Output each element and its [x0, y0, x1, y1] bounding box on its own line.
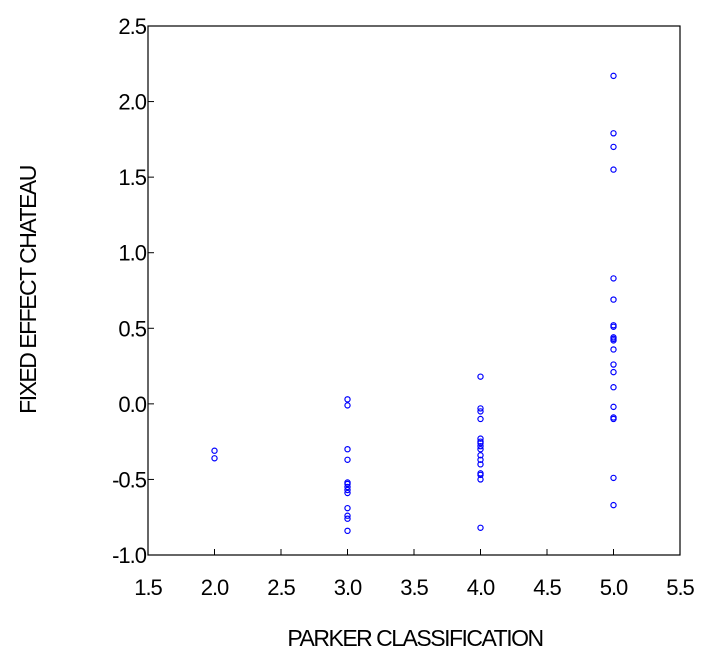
data-point	[344, 396, 351, 403]
data-point	[344, 446, 351, 453]
data-point	[344, 402, 351, 409]
x-tick-label: 1.5	[134, 575, 162, 600]
y-axis-ticks: -1.0 -0.5 0.0 0.5 1.0 1.5 2.0 2.5	[112, 14, 154, 568]
x-axis-ticks: 1.5 2.0 2.5 3.0 3.5 4.0 4.5 5.0 5.5	[134, 549, 696, 600]
data-point	[477, 405, 484, 412]
data-point	[610, 415, 617, 423]
data-point	[610, 130, 617, 137]
data-point	[344, 480, 351, 488]
data-point	[477, 446, 484, 453]
data-point	[610, 474, 617, 482]
data-point	[610, 368, 617, 376]
data-points	[211, 72, 617, 535]
y-tick-label: 0.5	[118, 316, 146, 341]
y-tick-label: -1.0	[112, 543, 147, 568]
x-tick-label: 5.5	[666, 575, 694, 600]
data-point	[610, 361, 617, 368]
data-point	[610, 323, 617, 330]
data-point	[344, 515, 351, 522]
y-tick-label: 0.0	[118, 392, 146, 417]
data-point	[610, 384, 617, 391]
data-point	[477, 415, 484, 423]
data-point	[477, 471, 484, 479]
data-point	[610, 72, 617, 80]
y-tick-label: -0.5	[112, 467, 147, 492]
data-point	[477, 408, 484, 415]
data-point	[477, 476, 484, 483]
data-point	[344, 504, 351, 512]
data-point	[610, 335, 617, 343]
data-point	[344, 512, 351, 519]
y-tick-label: 2.0	[118, 90, 146, 115]
y-tick-label: 1.0	[118, 241, 146, 266]
data-point	[477, 435, 484, 442]
x-tick-label: 2.0	[201, 575, 229, 600]
data-point	[477, 452, 484, 459]
data-point	[477, 438, 484, 445]
data-point	[610, 275, 617, 282]
y-tick-label: 1.5	[118, 165, 146, 190]
data-point	[610, 346, 617, 353]
data-point	[344, 527, 351, 535]
data-point	[211, 455, 218, 462]
data-point	[610, 296, 617, 303]
x-tick-label: 2.5	[267, 575, 295, 600]
x-tick-label: 3.5	[400, 575, 428, 600]
data-point	[344, 456, 351, 463]
data-point	[610, 501, 617, 509]
data-point	[211, 447, 218, 454]
data-point	[477, 442, 484, 450]
x-tick-label: 4.5	[533, 575, 561, 600]
x-tick-label: 4.0	[467, 575, 495, 600]
x-axis-title: PARKER CLASSIFICATION	[287, 625, 542, 651]
data-point	[477, 524, 484, 531]
data-point	[610, 166, 617, 173]
data-point	[477, 456, 484, 463]
y-axis-title: FIXED EFFECT CHATEAU	[15, 166, 41, 414]
data-point	[477, 461, 484, 468]
y-tick-label: 2.5	[118, 14, 146, 39]
data-point	[344, 489, 351, 497]
data-point	[344, 486, 351, 494]
data-point	[610, 403, 617, 411]
plot-border	[147, 25, 681, 556]
x-tick-label: 3.0	[334, 575, 362, 600]
plot-frame	[147, 25, 681, 556]
data-point	[477, 373, 484, 380]
x-tick-label: 5.0	[600, 575, 628, 600]
data-point	[344, 483, 351, 491]
data-point	[610, 143, 617, 151]
